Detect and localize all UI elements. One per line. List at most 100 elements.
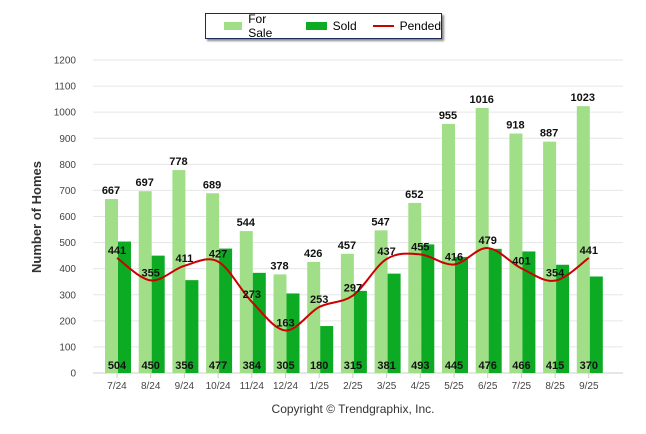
bar-sold: [320, 326, 334, 373]
y-tick-label: 400: [59, 264, 76, 275]
bar-sold: [455, 256, 468, 373]
data-label-for-sale: 652: [405, 189, 423, 201]
legend-item-sold: Sold: [305, 19, 357, 33]
y-tick-label: 300: [59, 290, 76, 301]
data-label-for-sale: 457: [338, 240, 356, 252]
y-tick-label: 1000: [54, 108, 77, 119]
data-label-pended: 401: [512, 255, 530, 267]
data-label-sold: 504: [108, 360, 127, 372]
data-label-pended: 441: [580, 245, 598, 257]
data-label-for-sale: 426: [304, 248, 322, 260]
data-label-pended: 441: [108, 245, 126, 257]
x-tick-label: 4/25: [411, 381, 431, 392]
data-label-sold: 445: [445, 360, 463, 372]
data-label-sold: 493: [411, 360, 429, 372]
bar-sold: [488, 248, 502, 373]
legend-line: [372, 25, 394, 27]
legend-label: Pended: [399, 19, 441, 33]
bar-for-sale: [408, 202, 422, 373]
legend-label: Sold: [332, 19, 357, 33]
bar-sold: [556, 264, 570, 373]
bar-sold: [286, 293, 300, 373]
legend-item-for-sale: For Sale: [224, 12, 288, 40]
data-label-pended: 297: [344, 283, 362, 295]
bar-sold: [219, 248, 233, 373]
bar-sold: [387, 273, 401, 373]
legend-swatch: [224, 22, 243, 30]
bar-sold: [353, 290, 367, 373]
data-label-sold: 315: [344, 360, 362, 372]
data-label-for-sale: 1016: [469, 94, 493, 106]
data-label-sold: 450: [142, 360, 160, 372]
x-tick-label: 2/25: [343, 381, 363, 392]
bar-for-sale: [475, 107, 489, 373]
x-tick-label: 8/25: [545, 381, 565, 392]
bar-for-sale: [273, 274, 287, 373]
line-pended: [116, 247, 590, 332]
data-label-pended: 253: [310, 294, 328, 306]
data-label-sold: 180: [310, 360, 328, 372]
bar-for-sale: [105, 199, 118, 373]
y-tick-label: 600: [59, 212, 76, 223]
bar-for-sale: [543, 141, 557, 373]
bar-for-sale: [239, 231, 253, 373]
data-label-for-sale: 689: [203, 179, 221, 191]
x-tick-label: 11/24: [240, 381, 265, 392]
data-label-for-sale: 667: [102, 185, 120, 197]
y-tick-label: 1100: [54, 82, 76, 93]
y-tick-label: 900: [59, 134, 76, 145]
data-label-for-sale: 544: [237, 217, 256, 229]
data-label-for-sale: 887: [540, 128, 558, 140]
data-label-pended: 273: [243, 289, 261, 301]
x-tick-label: 1/25: [309, 381, 329, 392]
data-label-for-sale: 547: [371, 216, 389, 228]
data-label-pended: 427: [209, 249, 227, 261]
x-tick-label: 9/24: [175, 381, 195, 392]
y-tick-label: 700: [59, 186, 76, 197]
data-label-pended: 455: [411, 241, 429, 253]
bar-for-sale: [307, 261, 321, 373]
data-label-for-sale: 778: [169, 156, 187, 168]
bar-sold: [589, 276, 603, 373]
legend-item-pended: Pended: [372, 19, 441, 33]
data-label-sold: 384: [243, 360, 262, 372]
data-label-sold: 305: [276, 360, 294, 372]
x-tick-label: 7/24: [107, 381, 127, 392]
bar-sold: [252, 272, 266, 373]
bar-sold: [522, 251, 536, 373]
data-label-pended: 355: [142, 267, 160, 279]
bar-for-sale: [206, 193, 220, 373]
data-label-for-sale: 378: [270, 260, 288, 272]
x-tick-label: 6/25: [478, 381, 498, 392]
data-label-for-sale: 955: [439, 110, 457, 122]
data-label-sold: 466: [512, 360, 530, 372]
bar-for-sale: [509, 133, 523, 373]
y-tick-label: 200: [59, 316, 76, 327]
y-tick-label: 500: [59, 238, 76, 249]
y-axis-label: Number of Homes: [29, 161, 44, 273]
bar-sold: [185, 280, 199, 373]
bar-for-sale: [340, 253, 354, 373]
data-label-for-sale: 697: [136, 177, 154, 189]
y-tick-label: 1200: [54, 56, 77, 67]
data-label-sold: 370: [580, 360, 598, 372]
data-label-pended: 479: [479, 235, 497, 247]
data-label-sold: 381: [377, 360, 395, 372]
data-label-sold: 476: [479, 360, 497, 372]
bar-sold: [421, 244, 435, 373]
legend: For Sale Sold Pended: [205, 12, 442, 40]
data-label-sold: 356: [175, 360, 193, 372]
bar-for-sale: [442, 123, 455, 373]
x-tick-label: 10/24: [206, 381, 231, 392]
data-label-pended: 437: [377, 246, 395, 258]
data-label-sold: 415: [546, 360, 564, 372]
bar-for-sale: [576, 106, 590, 373]
bar-for-sale: [172, 170, 186, 373]
bar-for-sale: [138, 191, 152, 373]
x-tick-label: 7/25: [512, 381, 532, 392]
legend-swatch: [305, 22, 327, 30]
x-tick-label: 3/25: [377, 381, 397, 392]
data-label-for-sale: 918: [506, 120, 524, 132]
